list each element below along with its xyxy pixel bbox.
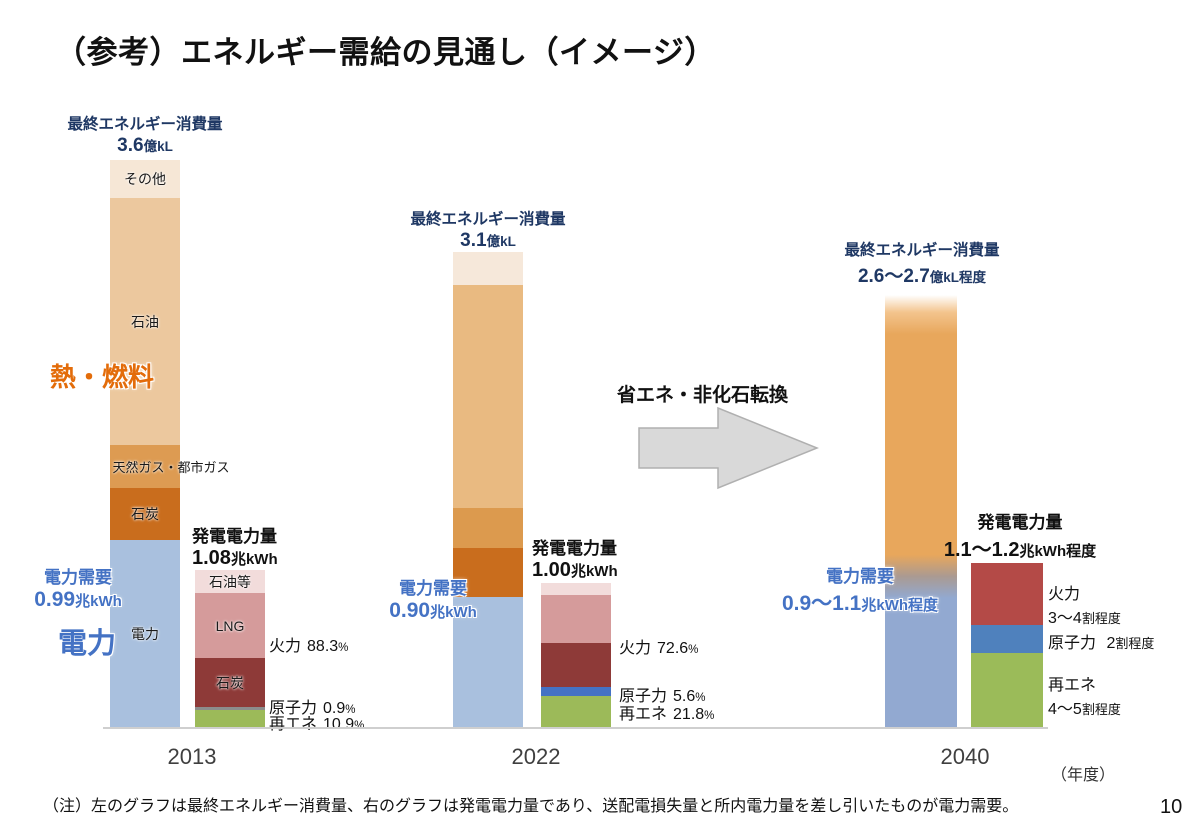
generation-header-2013: 発電電力量 1.08兆kWh: [192, 522, 278, 570]
right-arrow-icon: [638, 406, 820, 490]
segment-label: 石炭: [216, 674, 244, 691]
annotation-thermal-2013: 火力 88.3%: [269, 638, 349, 655]
bar-segment-other: [453, 252, 523, 285]
bar-segment-thermal: [971, 563, 1043, 625]
segment-label: 石油等: [209, 573, 251, 590]
segment-label: 電力: [131, 626, 159, 642]
bar-segment-nuclear: [195, 707, 265, 710]
page-number: 10: [1160, 796, 1183, 818]
generation-value: 1.1～1.2兆kWh程度: [943, 539, 1097, 561]
segment-label: その他: [124, 171, 166, 187]
footnote: （注）左のグラフは最終エネルギー消費量、右のグラフは発電電力量であり、送配電損失…: [43, 798, 1019, 815]
annotation-nuclear-2022: 原子力 5.6%: [619, 688, 706, 705]
bar-segment-oil-etc: [541, 583, 611, 595]
final-energy-bar-2022: [453, 252, 523, 728]
electricity-label: 電力: [58, 628, 117, 660]
segment-label: 石炭: [131, 506, 159, 522]
bar-segment-renewable: [541, 696, 611, 727]
bar-segment-gas: 天然ガス・都市ガス: [110, 445, 230, 488]
demand-label-2022: 電力需要 0.90兆kWh: [389, 574, 477, 623]
axis-year-2040: 2040: [940, 744, 990, 769]
bar-segment-electricity: [453, 597, 523, 728]
transition-label: 省エネ・非化石転換: [617, 385, 789, 406]
annotation-renewable-2040: 再エネ 4～5割程度: [1048, 677, 1121, 718]
generation-header-2022: 発電電力量 1.00兆kWh: [532, 534, 618, 582]
bar-segment-renewable: [195, 710, 265, 727]
bar-segment-coal: 石炭: [110, 488, 180, 540]
generation-title: 発電電力量: [192, 527, 277, 546]
bar-segment-oil-etc: 石油等: [195, 570, 265, 593]
annotation-thermal-2022: 火力 72.6%: [619, 640, 699, 657]
generation-title: 発電電力量: [977, 513, 1063, 532]
bar-segment-nuclear: [541, 687, 611, 696]
bar-segment-lng: [541, 595, 611, 643]
segment-label: LNG: [215, 617, 245, 634]
bar-segment-coal: [541, 643, 611, 687]
consumption-value: 3.6億kL: [117, 135, 173, 156]
bar-segment-oil: [453, 285, 523, 508]
bar-segment-coal: 石炭: [195, 658, 265, 707]
bar-segment-oil: 石油: [110, 198, 180, 445]
annotation-nuclear-2040: 原子力 2割程度: [1048, 635, 1155, 652]
consumption-title: 最終エネルギー消費量: [67, 116, 223, 133]
bar-segment-other: その他: [110, 160, 180, 198]
axis-year-2022: 2022: [511, 744, 561, 769]
generation-bar-2013: 石油等 LNG 石炭: [195, 570, 265, 727]
final-energy-bar-2040: [885, 295, 957, 728]
bar-segment-coal: [453, 548, 523, 597]
segment-label: 天然ガス・都市ガス: [112, 460, 230, 475]
annotation-thermal-2040: 火力 3～4割程度: [1048, 586, 1121, 627]
demand-value: 0.90兆kWh: [389, 599, 477, 622]
heat-fuel-label: 熱・燃料: [50, 362, 155, 392]
generation-title: 発電電力量: [532, 539, 617, 558]
consumption-header-2013: 最終エネルギー消費量 3.6億kL: [67, 112, 222, 157]
page-title: （参考）エネルギー需給の見通し（イメージ）: [55, 35, 716, 70]
consumption-value: 2.6～2.7億kL程度: [857, 266, 987, 287]
annotation-nuclear-2013: 原子力 0.9%: [269, 700, 356, 717]
axis-unit-label: （年度）: [1051, 767, 1116, 784]
generation-bar-2022: [541, 583, 611, 727]
bar-segment-nuclear: [971, 625, 1043, 653]
demand-value: 0.9～1.1兆kWh程度: [781, 592, 939, 615]
consumption-header-2022: 最終エネルギー消費量 3.1億kL: [410, 207, 565, 252]
consumption-title: 最終エネルギー消費量: [410, 211, 566, 228]
bar-segment-lng: LNG: [195, 593, 265, 658]
axis-year-2013: 2013: [167, 744, 217, 769]
annotation-renewable-2022: 再エネ 21.8%: [619, 706, 715, 723]
x-axis-line: [103, 727, 1048, 729]
consumption-header-2040: 最終エネルギー消費量 2.6～2.7億kL程度: [844, 238, 999, 288]
segment-label: 石油: [131, 313, 159, 330]
demand-title: 電力需要: [826, 567, 894, 586]
generation-bar-2040: [971, 563, 1043, 727]
bar-segment-renewable: [971, 653, 1043, 727]
demand-value: 0.99兆kWh: [34, 588, 122, 611]
demand-label-2013: 電力需要 0.99兆kWh: [34, 563, 122, 612]
bar-segment-electricity: 電力: [110, 540, 180, 728]
demand-label-2040: 電力需要 0.9～1.1兆kWh程度: [782, 562, 938, 617]
generation-value: 1.08兆kWh: [192, 547, 278, 569]
demand-title: 電力需要: [398, 579, 467, 598]
bar-segment-gas: [453, 508, 523, 548]
generation-value: 1.00兆kWh: [532, 559, 618, 581]
consumption-value: 3.1億kL: [460, 230, 516, 251]
demand-title: 電力需要: [43, 568, 112, 587]
final-energy-bar-2013: その他 石油 天然ガス・都市ガス 石炭 電力: [110, 160, 230, 728]
generation-header-2040: 発電電力量 1.1～1.2兆kWh程度: [944, 508, 1096, 562]
annotation-renewable-2013: 再エネ 10.9%: [269, 716, 365, 733]
consumption-title: 最終エネルギー消費量: [844, 242, 1000, 259]
